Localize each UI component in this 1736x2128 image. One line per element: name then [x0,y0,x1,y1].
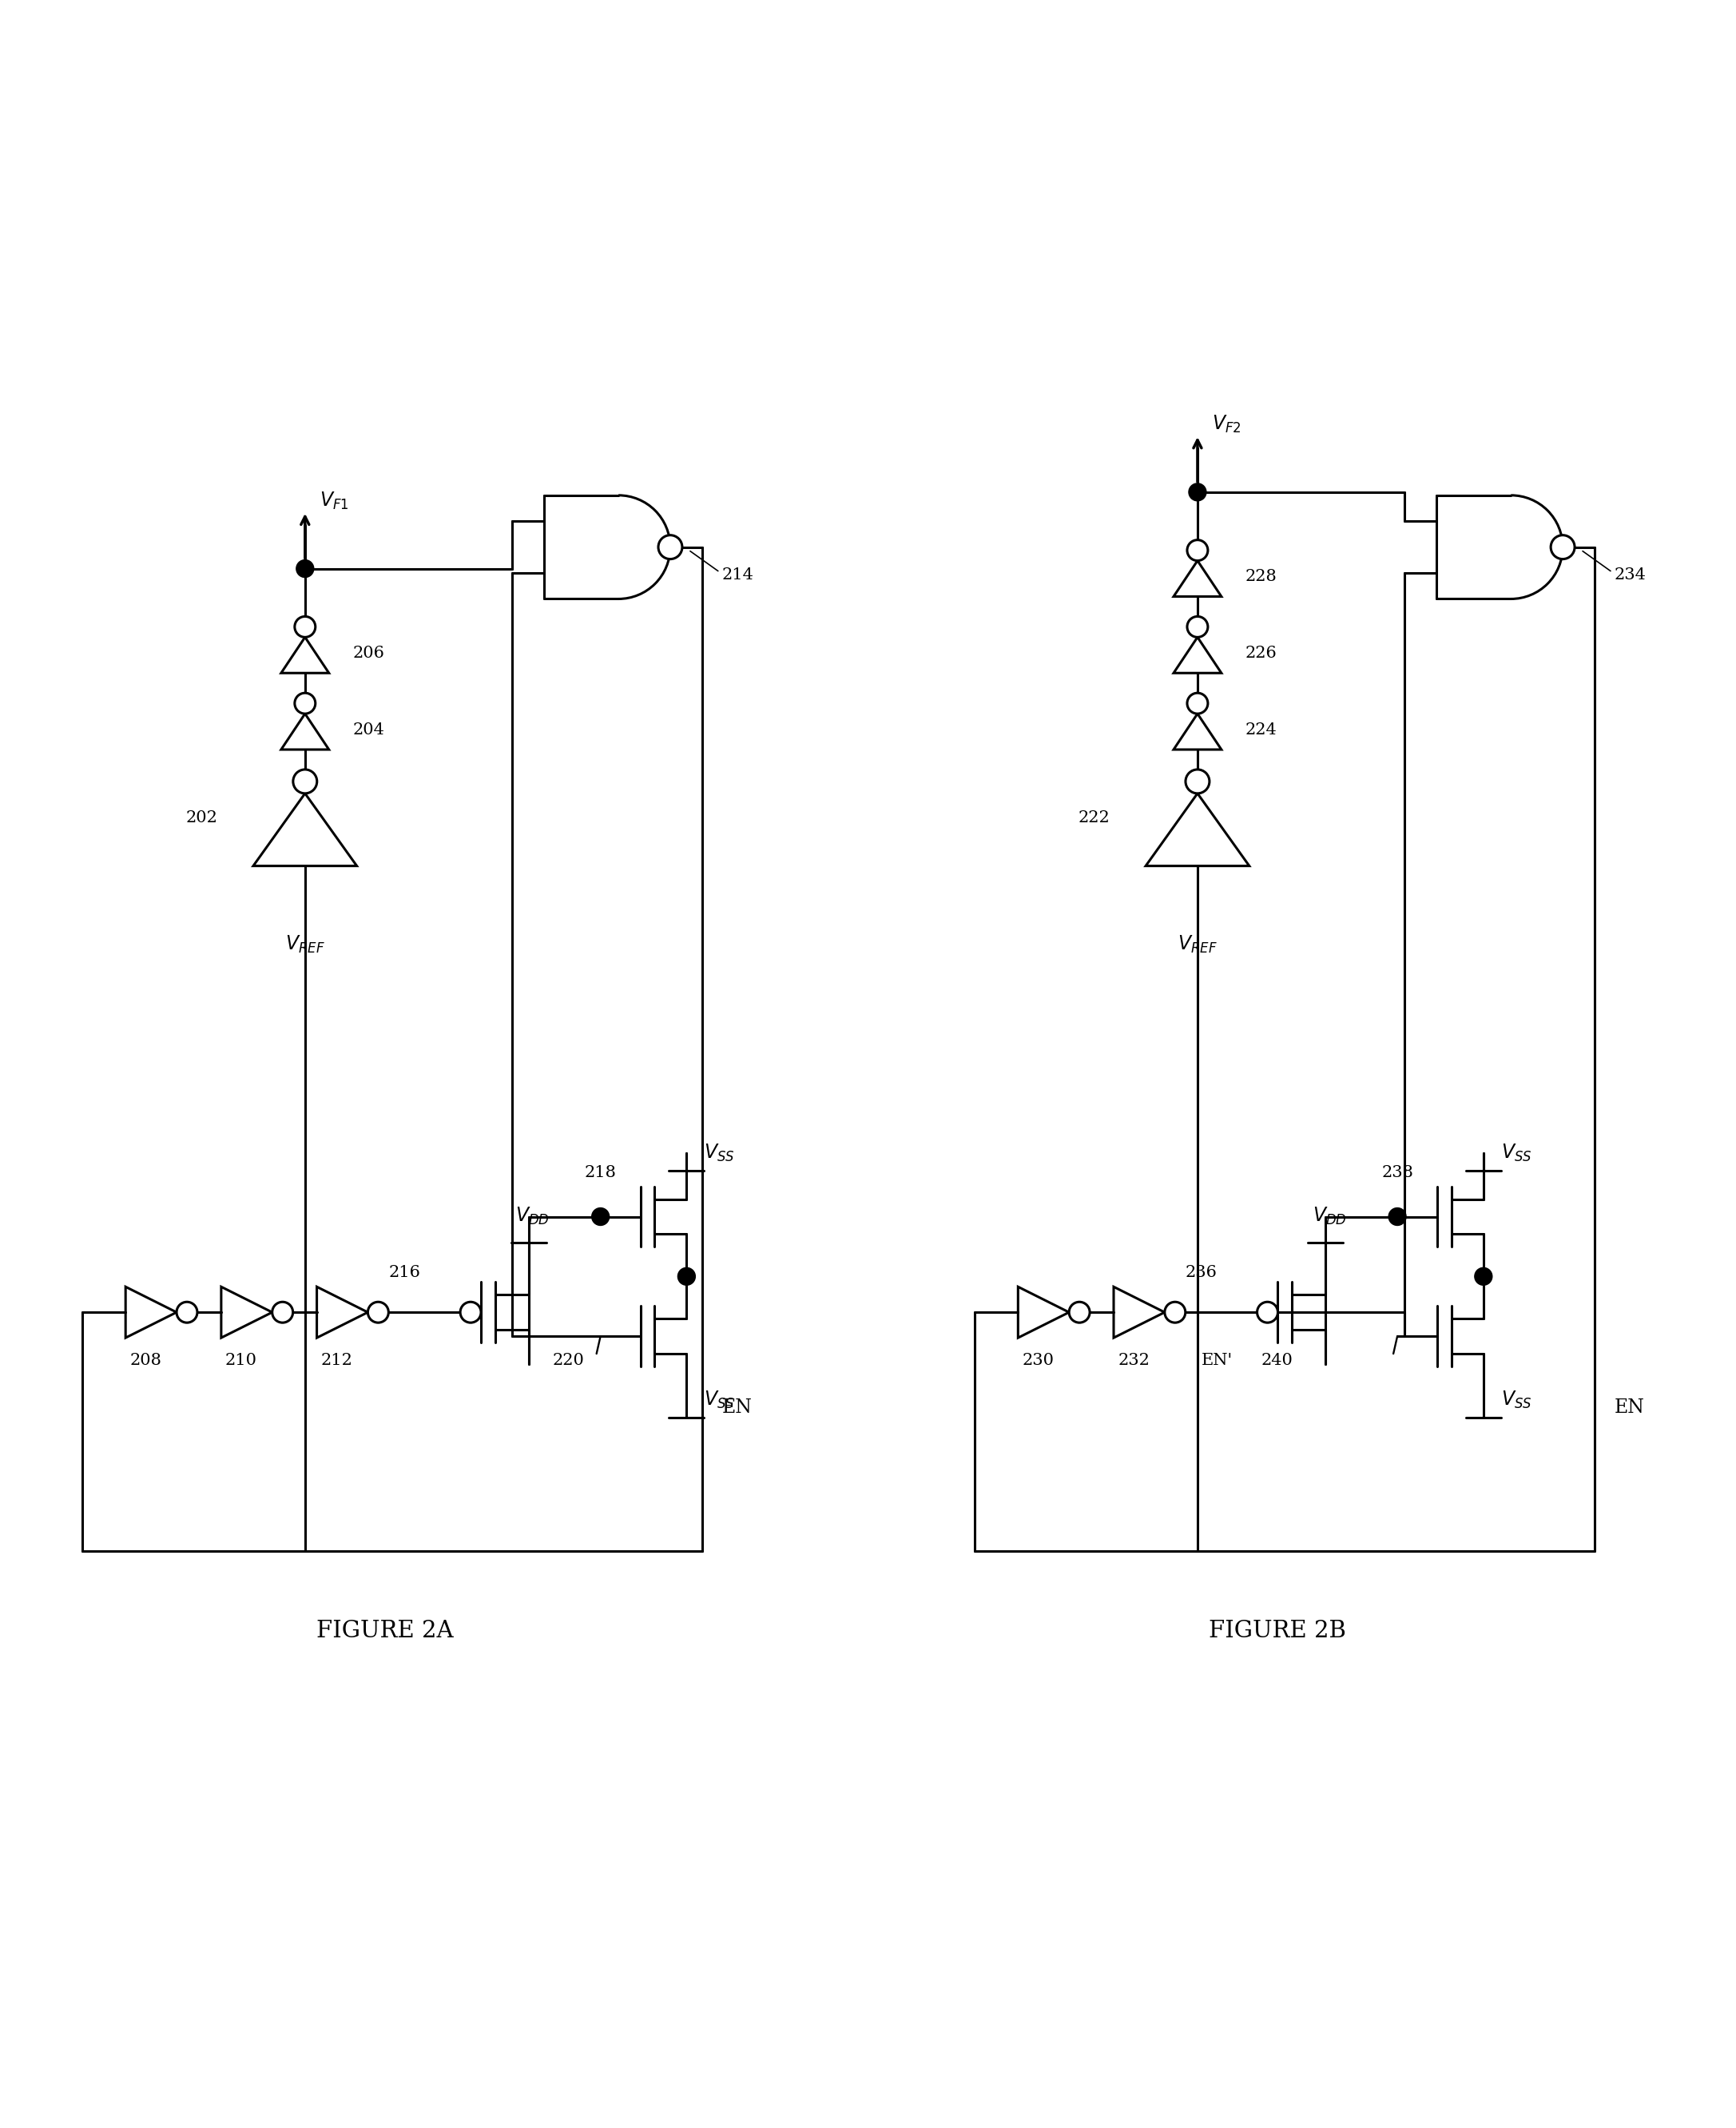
Text: $V_{SS}$: $V_{SS}$ [1502,1143,1531,1164]
Text: 216: 216 [389,1264,420,1281]
Text: 204: 204 [352,721,385,736]
Text: $V_{F1}$: $V_{F1}$ [319,489,349,511]
Text: $V_{F2}$: $V_{F2}$ [1212,413,1241,434]
Circle shape [1389,1209,1406,1226]
Circle shape [368,1302,389,1324]
Circle shape [295,694,316,713]
Text: FIGURE 2B: FIGURE 2B [1208,1619,1345,1643]
Circle shape [592,1209,609,1226]
Text: $V_{DD}$: $V_{DD}$ [516,1207,550,1228]
Text: 238: 238 [1382,1166,1413,1181]
Circle shape [1187,541,1208,560]
Circle shape [297,560,314,577]
Circle shape [1187,617,1208,636]
Text: 230: 230 [1023,1353,1054,1368]
Circle shape [1189,483,1207,500]
Text: $V_{REF}$: $V_{REF}$ [1177,934,1217,955]
Text: 214: 214 [722,568,753,583]
Text: FIGURE 2A: FIGURE 2A [316,1619,453,1643]
Text: 234: 234 [1614,568,1646,583]
Text: 228: 228 [1245,568,1278,585]
Circle shape [460,1302,481,1324]
Text: 224: 224 [1245,721,1278,736]
Text: 220: 220 [552,1353,585,1368]
Circle shape [1257,1302,1278,1324]
Text: 232: 232 [1118,1353,1149,1368]
Text: 240: 240 [1260,1353,1293,1368]
Text: 210: 210 [226,1353,257,1368]
Text: 218: 218 [585,1166,616,1181]
Text: EN: EN [722,1398,752,1417]
Circle shape [1165,1302,1186,1324]
Text: $V_{SS}$: $V_{SS}$ [1502,1390,1531,1411]
Text: 236: 236 [1186,1264,1217,1281]
Circle shape [1187,694,1208,713]
Text: 212: 212 [321,1353,352,1368]
Circle shape [177,1302,198,1324]
Text: $V_{REF}$: $V_{REF}$ [285,934,325,955]
Text: 222: 222 [1078,811,1109,826]
Text: 208: 208 [130,1353,161,1368]
Text: 226: 226 [1245,645,1278,660]
Text: 206: 206 [352,645,385,660]
Text: $V_{SS}$: $V_{SS}$ [705,1390,734,1411]
Circle shape [1186,770,1210,794]
Circle shape [293,770,318,794]
Circle shape [1069,1302,1090,1324]
Circle shape [273,1302,293,1324]
Text: EN': EN' [1201,1353,1233,1368]
Text: 202: 202 [186,811,217,826]
Text: EN: EN [1614,1398,1644,1417]
Circle shape [1474,1268,1493,1285]
Circle shape [295,617,316,636]
Circle shape [1550,534,1575,560]
Circle shape [658,534,682,560]
Text: $V_{SS}$: $V_{SS}$ [705,1143,734,1164]
Text: $V_{DD}$: $V_{DD}$ [1312,1207,1347,1228]
Circle shape [677,1268,696,1285]
